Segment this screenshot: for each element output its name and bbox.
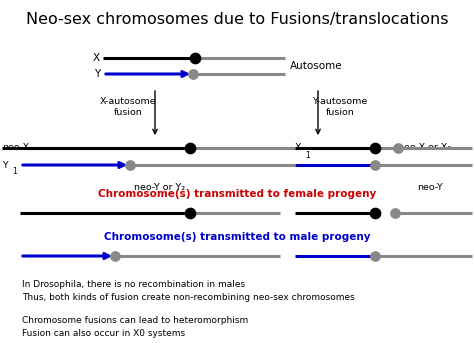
Text: Chromosome(s) transmitted to female progeny: Chromosome(s) transmitted to female prog… (98, 189, 376, 199)
Point (191, 55, 199, 61)
Point (111, 253, 119, 259)
Text: Y: Y (94, 69, 100, 79)
Text: Y: Y (2, 160, 8, 169)
Point (371, 210, 379, 216)
Text: Chromosome fusions can lead to heteromorphism: Chromosome fusions can lead to heteromor… (22, 316, 248, 325)
Text: Y-autosome
fusion: Y-autosome fusion (312, 97, 368, 117)
Text: In Drosophila, there is no recombination in males: In Drosophila, there is no recombination… (22, 280, 245, 289)
Text: Thus, both kinds of fusion create non-recombining neo-sex chromosomes: Thus, both kinds of fusion create non-re… (22, 293, 355, 302)
Point (371, 145, 379, 151)
Text: Chromosome(s) transmitted to male progeny: Chromosome(s) transmitted to male progen… (104, 232, 370, 242)
Point (371, 253, 379, 259)
Text: Autosome: Autosome (290, 61, 343, 71)
Point (126, 162, 134, 168)
Text: neo-Y: neo-Y (417, 183, 443, 192)
Text: Neo-sex chromosomes due to Fusions/translocations: Neo-sex chromosomes due to Fusions/trans… (26, 12, 448, 27)
Text: 1: 1 (12, 168, 17, 176)
Point (391, 210, 399, 216)
Text: X-autosome
fusion: X-autosome fusion (100, 97, 156, 117)
Point (371, 162, 379, 168)
Text: X: X (93, 53, 100, 63)
Text: X: X (295, 143, 301, 153)
Point (186, 145, 194, 151)
Text: Fusion can also occur in X0 systems: Fusion can also occur in X0 systems (22, 329, 185, 338)
Point (394, 145, 402, 151)
Text: neo-X or X₂: neo-X or X₂ (398, 143, 451, 153)
Point (189, 71, 197, 77)
Point (186, 210, 194, 216)
Text: neo-X: neo-X (2, 143, 29, 153)
Text: 1: 1 (305, 151, 310, 159)
Text: neo-Y or Y₂: neo-Y or Y₂ (135, 183, 185, 192)
